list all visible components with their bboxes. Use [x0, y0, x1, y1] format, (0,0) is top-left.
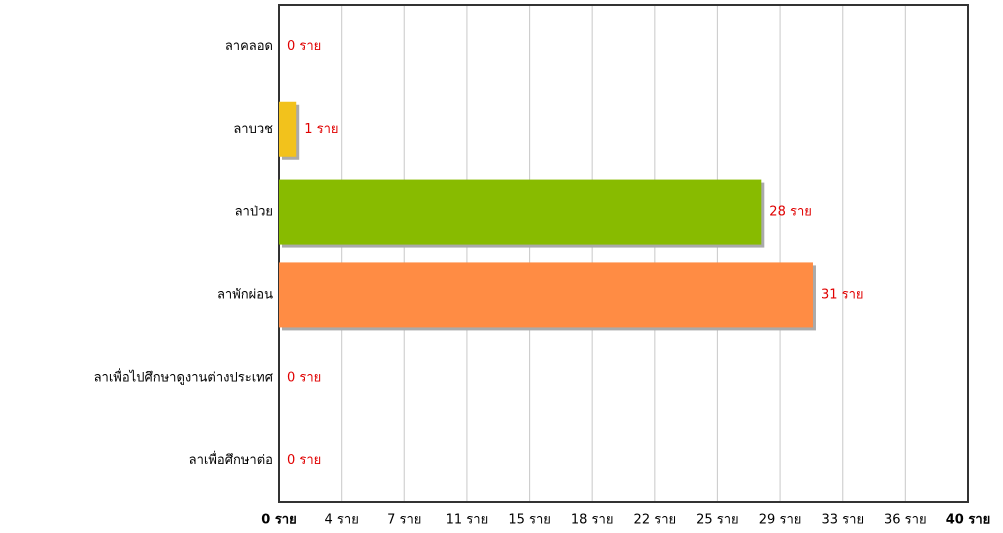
value-label: 28 ราย — [769, 205, 812, 220]
value-label: 0 ราย — [287, 370, 321, 385]
plot-border — [278, 4, 969, 503]
x-tick-label: 11 ราย — [446, 513, 489, 528]
x-tick-label: 29 ราย — [759, 513, 802, 528]
x-tick-label: 0 ราย — [261, 513, 296, 528]
y-tick-label: ลาพักผ่อน — [217, 287, 273, 302]
x-tick-label: 4 ราย — [325, 513, 359, 528]
bar — [279, 179, 762, 245]
x-tick-label: 33 ราย — [821, 513, 864, 528]
x-tick-label: 36 ราย — [884, 513, 927, 528]
y-tick-label: ลาเพื่อไปศึกษาดูงานต่างประเทศ — [94, 368, 274, 385]
value-label: 0 ราย — [287, 39, 321, 54]
bar — [279, 101, 297, 157]
x-tick-label: 7 ราย — [387, 513, 421, 528]
x-tick-label: 18 ราย — [571, 513, 614, 528]
x-tick-label: 15 ราย — [508, 513, 551, 528]
value-label: 1 ราย — [304, 122, 338, 137]
y-tick-label: ลาเพื่อศึกษาต่อ — [189, 451, 273, 468]
x-tick-label: 40 ราย — [946, 513, 991, 528]
plot-area — [279, 5, 968, 502]
bar — [279, 262, 813, 328]
y-tick-label: ลาบวช — [233, 122, 273, 137]
y-tick-label: ลาคลอด — [225, 39, 273, 54]
x-tick-label: 25 ราย — [696, 513, 739, 528]
x-tick-label: 22 ราย — [634, 513, 677, 528]
value-label: 0 ราย — [287, 453, 321, 468]
value-label: 31 ราย — [821, 287, 864, 302]
y-tick-label: ลาป่วย — [235, 205, 273, 220]
